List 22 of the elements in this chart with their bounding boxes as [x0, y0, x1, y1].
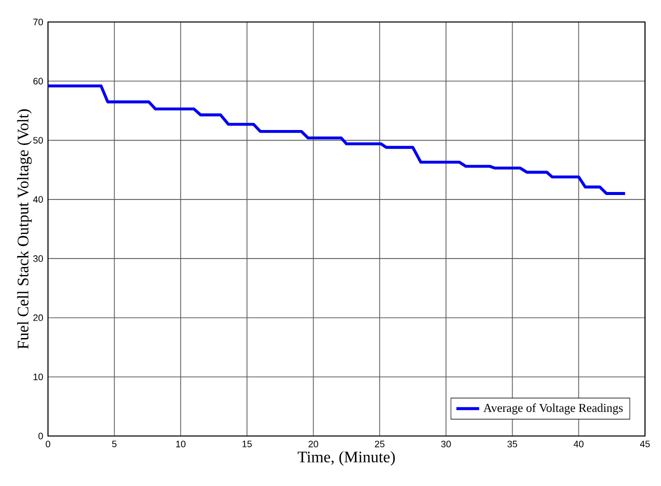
y-tick-label: 50 [33, 137, 43, 144]
x-tick-label: 45 [640, 440, 650, 448]
x-tick-label: 40 [574, 440, 584, 448]
y-tick-label: 40 [33, 196, 43, 203]
x-tick-label: 30 [441, 440, 451, 448]
y-tick-label: 10 [34, 374, 43, 380]
y-tick-label: 60 [33, 78, 43, 84]
y-axis-title: Fuel Cell Stack Output Voltage (Volt) [17, 109, 32, 349]
y-tick-label: 30 [33, 255, 43, 262]
line-series [48, 84, 627, 195]
x-tick-label: 15 [242, 440, 252, 448]
x-tick-label: 0 [46, 440, 50, 448]
x-tick-label: 20 [308, 440, 318, 448]
legend-label: Average of Voltage Readings [483, 403, 623, 414]
y-tick-label: 20 [33, 314, 43, 322]
y-tick-label: 70 [33, 18, 43, 26]
x-tick-label: 5 [112, 440, 117, 448]
x-tick-label: 35 [508, 440, 518, 448]
x-tick-label: 25 [374, 440, 384, 448]
y-tick-label: 0 [38, 432, 43, 440]
x-tick-label: 10 [176, 440, 186, 448]
x-axis-title: Time, (Minute) [298, 451, 395, 466]
